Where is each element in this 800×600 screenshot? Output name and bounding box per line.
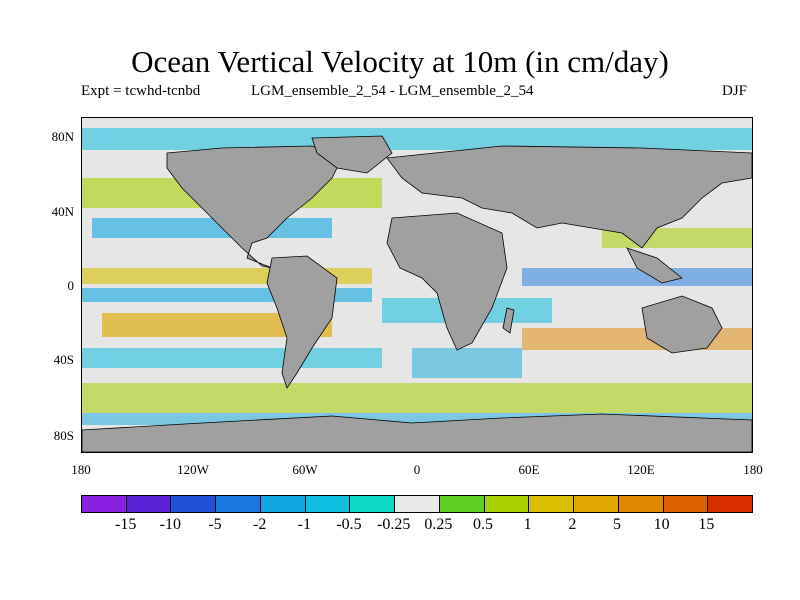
lon-label-60e: 60E (518, 462, 540, 477)
colorbar (81, 495, 753, 513)
map-canvas (82, 118, 752, 452)
chart-title: Ocean Vertical Velocity at 10m (in cm/da… (131, 44, 669, 79)
colorbar-label-5: -0.5 (336, 516, 362, 533)
lon-label-120e: 120E (627, 462, 655, 477)
colorbar-swatch-10 (529, 496, 575, 512)
colorbar-swatch-14 (708, 496, 753, 512)
lon-label-60w: 60W (292, 462, 318, 477)
lat-label-80s: 80S (53, 428, 74, 443)
colorbar-label-13: 15 (698, 516, 715, 533)
lat-label-0: 0 (67, 278, 75, 293)
colorbar-label-9: 1 (523, 516, 532, 533)
africa (386, 212, 508, 351)
colorbar-swatch-4 (260, 496, 306, 512)
colorbar-label-7: 0.25 (424, 516, 453, 533)
colorbar-swatch-6 (350, 496, 396, 512)
colorbar-swatch-3 (216, 496, 261, 512)
colorbar-swatch-8 (439, 496, 485, 512)
eurasia (386, 145, 752, 249)
lon-label-120w: 120W (177, 462, 209, 477)
colorbar-label-2: -5 (208, 516, 222, 533)
colorbar-label-8: 0.5 (473, 516, 493, 533)
colorbar-swatch-7 (395, 496, 440, 512)
south-america (266, 255, 338, 389)
lat-label-80n: 80N (51, 129, 74, 144)
australia (641, 295, 723, 354)
southeast-asia (626, 247, 683, 284)
colorbar-label-4: -1 (297, 516, 311, 533)
experiment-label: Expt = tcwhd-tcnbd (81, 83, 201, 99)
map-plot-area (81, 117, 753, 453)
colorbar-swatch-12 (618, 496, 664, 512)
colorbar-label-11: 5 (613, 516, 621, 533)
colorbar-label-10: 2 (568, 516, 577, 533)
colorbar-swatch-11 (574, 496, 619, 512)
colorbar-swatch-1 (126, 496, 172, 512)
season-label: DJF (722, 83, 748, 99)
colorbar-swatch-0 (82, 496, 127, 512)
colorbar-swatch-9 (484, 496, 530, 512)
colorbar-swatch-2 (171, 496, 217, 512)
colorbar-label-6: -0.25 (376, 516, 411, 533)
colorbar-swatch-13 (663, 496, 709, 512)
colorbar-label-1: -10 (159, 516, 181, 533)
lat-label-40s: 40S (53, 352, 74, 367)
land-masses (82, 135, 752, 452)
colorbar-swatch-5 (305, 496, 351, 512)
lon-label-180e: 180 (743, 462, 763, 477)
ensemble-label: LGM_ensemble_2_54 - LGM_ensemble_2_54 (251, 83, 534, 99)
lon-label-180w: 180 (71, 462, 91, 477)
colorbar-label-12: 10 (653, 516, 670, 533)
colorbar-label-0: -15 (114, 516, 137, 533)
lon-label-0: 0 (413, 462, 421, 477)
greenland (311, 135, 393, 174)
madagascar (502, 307, 515, 334)
antarctica (82, 413, 752, 452)
colorbar-label-3: -2 (252, 516, 267, 533)
lat-label-40n: 40N (51, 204, 74, 219)
